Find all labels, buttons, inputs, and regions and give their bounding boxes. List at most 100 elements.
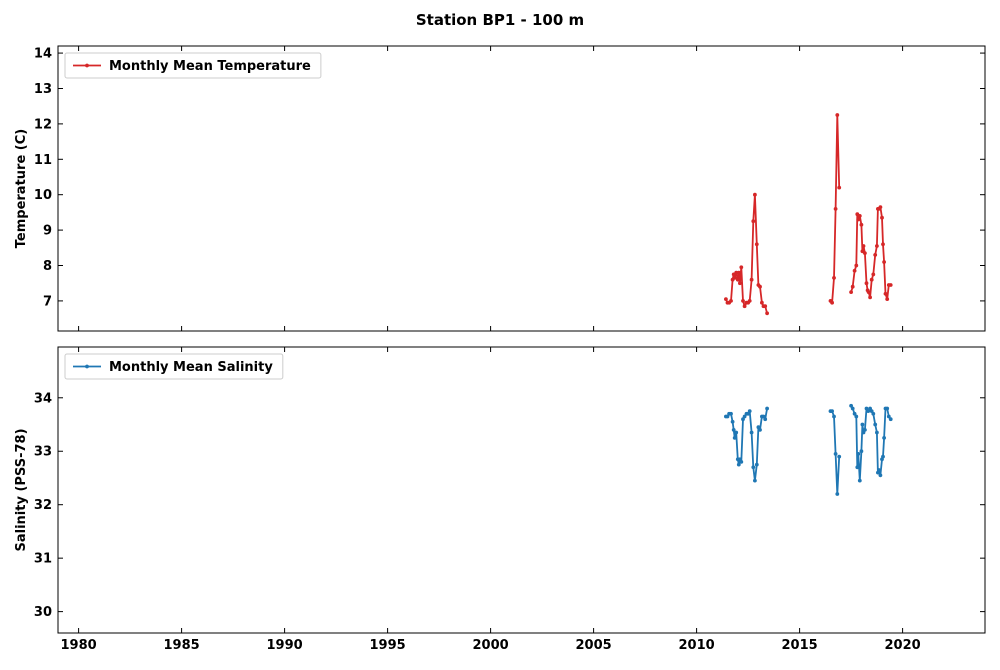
data-point bbox=[837, 185, 842, 190]
data-point bbox=[749, 277, 754, 282]
data-point bbox=[871, 411, 876, 416]
data-point bbox=[758, 428, 762, 432]
y-tick-label: 12 bbox=[34, 117, 52, 132]
x-tick-label: 2020 bbox=[885, 638, 921, 653]
data-point bbox=[734, 430, 739, 435]
data-point bbox=[875, 244, 879, 248]
x-tick-label: 1980 bbox=[61, 638, 97, 653]
data-point bbox=[739, 460, 744, 464]
y-axis-label: Temperature (C) bbox=[14, 129, 29, 248]
data-point bbox=[763, 417, 768, 422]
legend: Monthly Mean Salinity bbox=[64, 353, 284, 380]
x-tick-label: 1995 bbox=[370, 638, 406, 653]
data-point bbox=[861, 244, 866, 248]
data-point bbox=[729, 299, 733, 303]
data-point bbox=[856, 452, 861, 456]
data-point bbox=[741, 299, 745, 303]
data-point bbox=[883, 291, 888, 296]
y-tick-label: 14 bbox=[34, 47, 52, 62]
data-point bbox=[735, 277, 740, 282]
data-point bbox=[747, 299, 752, 303]
x-tick-label: 2010 bbox=[679, 638, 715, 653]
data-point bbox=[736, 462, 741, 467]
chart-title: Station BP1 - 100 m bbox=[416, 11, 584, 29]
data-point bbox=[863, 428, 867, 432]
y-tick-label: 10 bbox=[34, 188, 52, 203]
data-point bbox=[886, 414, 891, 419]
data-point bbox=[885, 406, 890, 411]
legend-box bbox=[64, 52, 322, 79]
data-point bbox=[860, 422, 865, 427]
data-point bbox=[856, 217, 861, 222]
data-point bbox=[739, 265, 744, 270]
x-tick-label: 1990 bbox=[267, 638, 303, 653]
data-point bbox=[873, 422, 878, 427]
axes-frame bbox=[57, 346, 986, 634]
data-point bbox=[869, 277, 874, 282]
data-point bbox=[738, 281, 742, 286]
legend: Monthly Mean Temperature bbox=[64, 52, 322, 79]
data-point bbox=[732, 436, 737, 440]
data-point bbox=[830, 300, 834, 305]
data-point bbox=[751, 219, 756, 224]
data-point bbox=[835, 113, 840, 117]
data-point bbox=[742, 304, 747, 309]
data-point bbox=[830, 409, 834, 413]
data-point bbox=[859, 449, 864, 454]
y-tick-label: 7 bbox=[43, 294, 52, 309]
x-tick-label: 2000 bbox=[473, 638, 509, 653]
panel-2: 30 31 32 33 34 1980 1985 1990 1995 2000 2005 2010 20… bbox=[14, 346, 986, 653]
y-tick-label: 31 bbox=[34, 552, 52, 567]
data-point bbox=[873, 253, 878, 257]
data-point bbox=[881, 242, 885, 247]
y-tick-label: 8 bbox=[43, 259, 52, 274]
data-point bbox=[749, 430, 754, 435]
data-point bbox=[878, 473, 883, 478]
y-tick-label: 33 bbox=[34, 445, 52, 460]
data-point bbox=[881, 454, 885, 459]
data-point bbox=[760, 300, 764, 305]
data-point bbox=[763, 304, 768, 309]
data-point bbox=[855, 465, 860, 470]
data-point bbox=[871, 272, 876, 277]
data-point bbox=[751, 465, 756, 470]
legend-label: Monthly Mean Salinity bbox=[109, 360, 273, 375]
y-tick-label: 32 bbox=[34, 498, 52, 513]
x-tick-label: 2015 bbox=[782, 638, 818, 653]
series-1 bbox=[724, 403, 893, 496]
series-line-segment bbox=[725, 193, 768, 314]
data-point bbox=[852, 268, 857, 273]
data-point bbox=[753, 478, 757, 483]
legend-box bbox=[64, 353, 284, 380]
data-point bbox=[878, 205, 883, 210]
y-tick-label: 9 bbox=[43, 224, 52, 239]
data-point bbox=[732, 276, 737, 280]
data-point bbox=[742, 414, 747, 419]
data-point bbox=[888, 417, 893, 422]
data-point bbox=[754, 462, 759, 467]
data-point bbox=[866, 290, 871, 294]
axes-frame bbox=[57, 45, 986, 332]
data-point bbox=[850, 284, 855, 289]
y-tick-label: 30 bbox=[34, 605, 52, 620]
data-point bbox=[754, 242, 759, 247]
data-point bbox=[868, 295, 872, 300]
data-point bbox=[866, 409, 871, 413]
data-point bbox=[888, 283, 893, 287]
data-point bbox=[765, 406, 769, 411]
data-point bbox=[863, 251, 867, 256]
data-point bbox=[852, 411, 857, 416]
data-point bbox=[880, 215, 884, 220]
data-point bbox=[882, 260, 886, 264]
data-point bbox=[850, 406, 855, 411]
data-point bbox=[877, 468, 881, 472]
data-point bbox=[833, 207, 838, 211]
data-point bbox=[753, 192, 757, 197]
data-point bbox=[758, 284, 762, 289]
panel-1: 7 8 9 10 11 12 13 14 Temperature (C) Monthly Mean… bbox=[14, 45, 986, 332]
data-point bbox=[857, 214, 862, 218]
data-point bbox=[731, 428, 736, 432]
data-point bbox=[747, 409, 752, 413]
y-tick-label: 13 bbox=[34, 82, 52, 97]
